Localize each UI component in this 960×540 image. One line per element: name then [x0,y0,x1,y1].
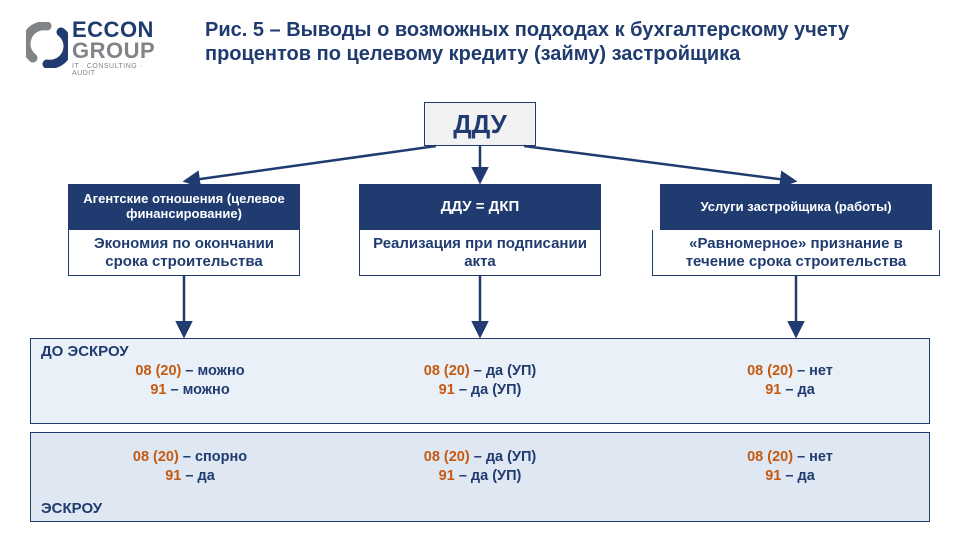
slide: ECCON GROUP IT · CONSULTING · AUDIT Рис.… [0,0,960,540]
logo-text-line2: GROUP [72,41,155,62]
branch-header-1: Агентские отношения (целевое финансирова… [68,184,300,230]
slide-title: Рис. 5 – Выводы о возможных подходах к б… [205,18,925,66]
branch-sub-1: Экономия по окончании срока строительств… [68,230,300,276]
cell-before-1: 08 (20) – можно 91 – можно [70,362,310,400]
cell-after-1: 08 (20) – спорно 91 – да [70,448,310,486]
branch-header-3: Услуги застройщика (работы) [660,184,932,230]
panel-label-before: ДО ЭСКРОУ [41,343,129,360]
logo-subtext: IT · CONSULTING · AUDIT [72,63,155,77]
cell-before-3: 08 (20) – нет 91 – да [670,362,910,400]
cell-after-3: 08 (20) – нет 91 – да [670,448,910,486]
panel-label-after: ЭСКРОУ [41,500,102,517]
root-node: ДДУ [424,102,536,146]
cell-after-2: 08 (20) – да (УП) 91 – да (УП) [360,448,600,486]
branch-sub-2: Реализация при подписании акта [359,230,601,276]
branch-sub-3: «Равномерное» признание в течение срока … [652,230,940,276]
cell-before-2: 08 (20) – да (УП) 91 – да (УП) [360,362,600,400]
branch-header-2: ДДУ = ДКП [359,184,601,230]
logo-mark-icon [26,22,68,68]
